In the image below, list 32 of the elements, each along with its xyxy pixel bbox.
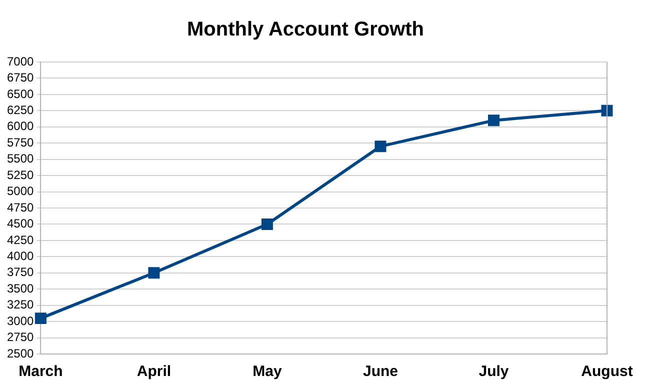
point bbox=[34, 312, 46, 324]
y-tick-label: 2750 bbox=[6, 330, 34, 344]
point bbox=[374, 140, 386, 152]
y-tick-label: 6000 bbox=[6, 119, 34, 134]
point bbox=[601, 104, 613, 116]
x-tick-label: June bbox=[362, 363, 398, 380]
y-tick-label: 5250 bbox=[6, 168, 34, 182]
y-tick-label: 3750 bbox=[6, 265, 34, 280]
y-tick-label: 4750 bbox=[6, 200, 34, 214]
y-tick-label: 4250 bbox=[6, 232, 34, 247]
y-tick-label: 4500 bbox=[6, 216, 34, 231]
y-tick-label: 5000 bbox=[6, 184, 34, 198]
y-tick-label: 2500 bbox=[6, 346, 34, 360]
x-tick-label: March bbox=[18, 363, 63, 380]
y-tick-label: 6250 bbox=[6, 102, 34, 117]
chart-title: Monthly Account Growth bbox=[186, 18, 424, 41]
x-tick-label: July bbox=[478, 363, 510, 380]
y-tick-label: 5500 bbox=[6, 152, 34, 166]
point bbox=[488, 114, 500, 126]
point bbox=[261, 218, 273, 230]
point bbox=[148, 267, 160, 279]
x-tick-label: April bbox=[136, 363, 172, 380]
y-tick-label: 7000 bbox=[6, 54, 34, 68]
y-tick-label: 6500 bbox=[6, 86, 34, 101]
x-tick-label: May bbox=[252, 363, 282, 380]
y-tick-label: 6750 bbox=[6, 70, 34, 85]
y-tick-label: 5750 bbox=[6, 135, 34, 150]
y-tick-label: 3500 bbox=[6, 281, 34, 296]
y-tick-label: 3250 bbox=[6, 298, 34, 312]
x-tick-label: August bbox=[581, 363, 633, 380]
y-tick-label: 3000 bbox=[6, 314, 34, 328]
y-tick-label: 4000 bbox=[6, 248, 34, 263]
